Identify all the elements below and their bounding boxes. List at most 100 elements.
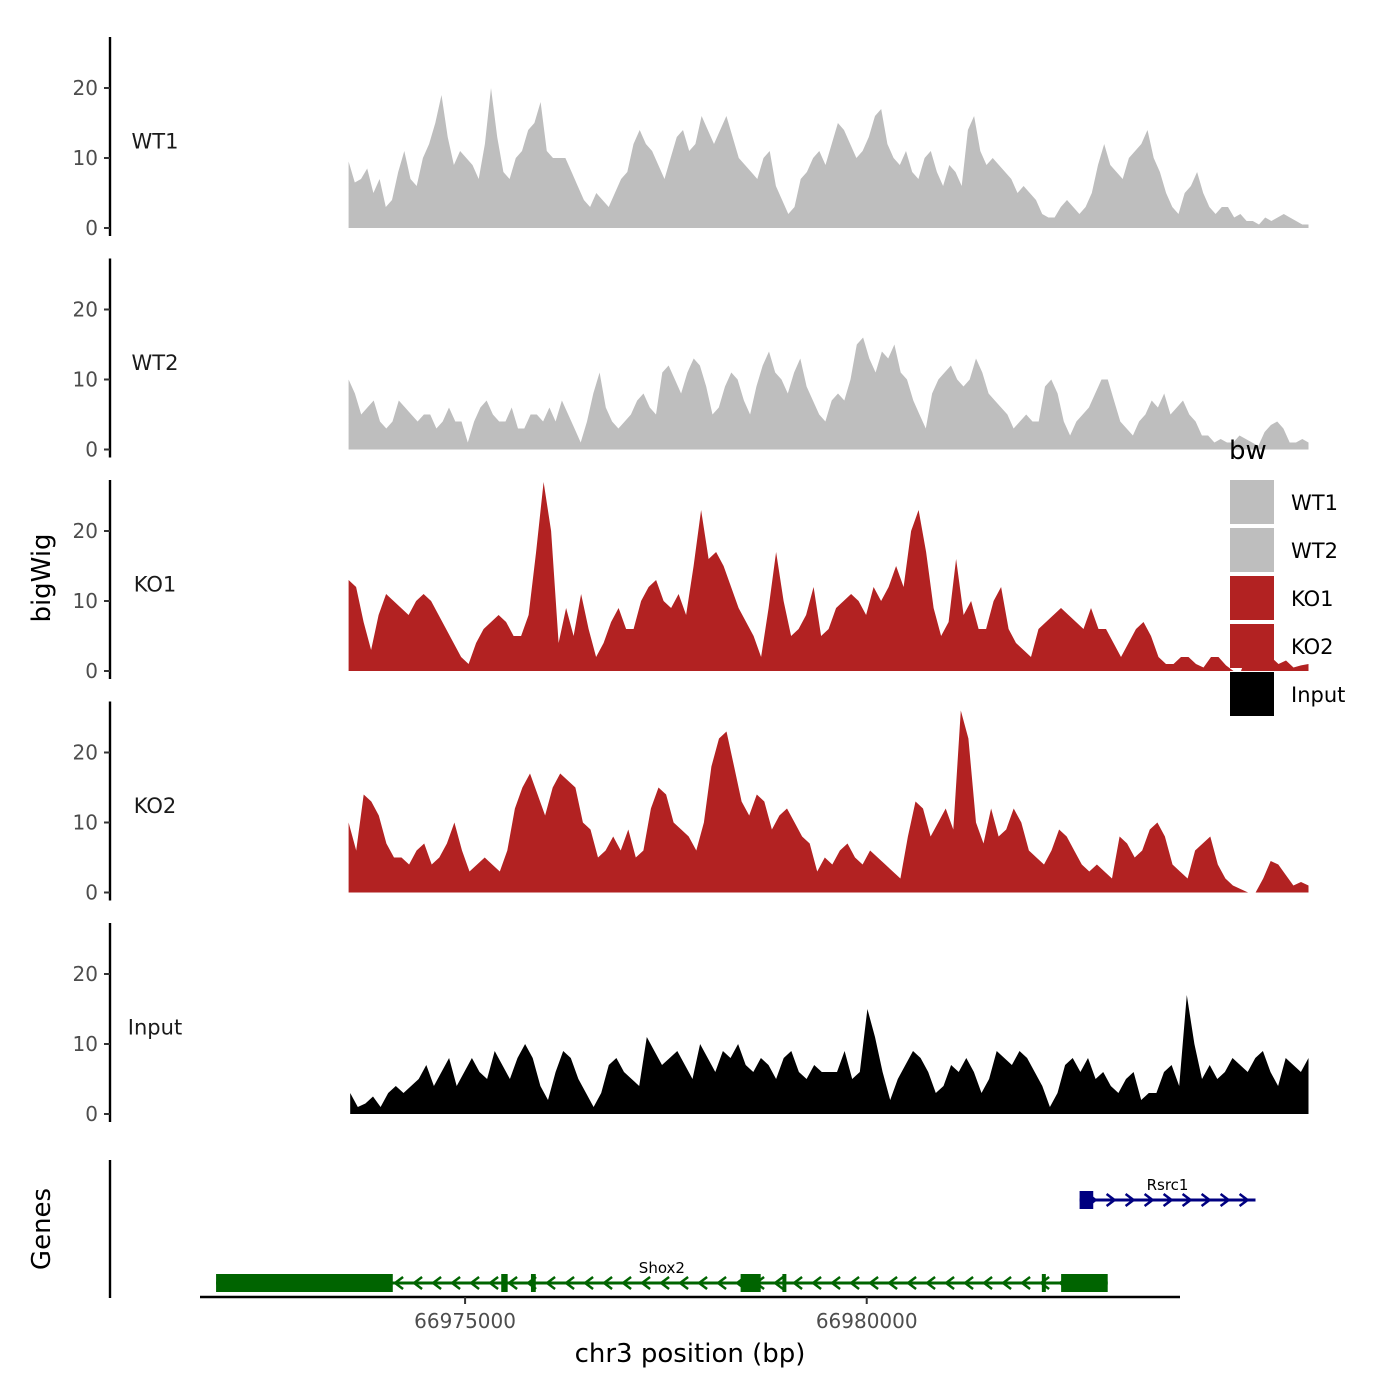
- y-axis-title: bigWig: [27, 533, 57, 622]
- y-tick-label-input-0: 0: [85, 1102, 98, 1126]
- y-tick-label-input-10: 10: [73, 1032, 98, 1056]
- strand-arrow-shox2: [924, 1276, 936, 1290]
- strand-arrow-shox2: [430, 1276, 442, 1290]
- gene-rsrc1: Rsrc1: [1079, 1176, 1256, 1209]
- y-tick-label-wt2-0: 0: [85, 438, 98, 462]
- area-wt1: [348, 88, 1309, 228]
- strand-arrow-shox2: [639, 1276, 651, 1290]
- strand-arrow-rsrc1: [1105, 1193, 1117, 1207]
- strand-arrow-rsrc1: [1162, 1193, 1174, 1207]
- strand-arrow-shox2: [810, 1276, 822, 1290]
- strand-arrow-rsrc1: [1238, 1193, 1250, 1207]
- strand-arrow-shox2: [791, 1276, 803, 1290]
- gene-label-rsrc1: Rsrc1: [1147, 1176, 1189, 1194]
- legend-key-input: [1230, 672, 1274, 716]
- y-tick-label-ko2-10: 10: [73, 811, 98, 835]
- strand-arrow-shox2: [886, 1276, 898, 1290]
- strand-arrow-shox2: [658, 1276, 670, 1290]
- strand-arrow-shox2: [601, 1276, 613, 1290]
- x-tick-label-66975000: 66975000: [414, 1309, 516, 1333]
- strand-arrow-shox2: [449, 1276, 461, 1290]
- strand-arrow-shox2: [715, 1276, 727, 1290]
- exon-shox2-7: [1061, 1274, 1108, 1292]
- strand-arrow-shox2: [620, 1276, 632, 1290]
- x-axis-ticks: 66975000 66980000: [414, 1297, 918, 1333]
- legend-key-ko2: [1230, 624, 1274, 668]
- legend: bw WT1 WT2 KO1 KO2 Input: [1229, 436, 1345, 716]
- legend-label-ko1: KO1: [1291, 587, 1334, 611]
- y-tick-label-input-20: 20: [73, 962, 98, 986]
- gene-shox2: Shox2: [216, 1259, 1108, 1292]
- strand-arrow-shox2: [829, 1276, 841, 1290]
- y-tick-label-wt1-10: 10: [73, 146, 98, 170]
- exon-shox2-2: [501, 1274, 508, 1292]
- track-wt2: 0 10 20 WT2: [73, 258, 1309, 462]
- track-label-wt1: WT1: [132, 130, 179, 154]
- genes-axis-title: Genes: [27, 1188, 57, 1270]
- strand-arrow-rsrc1: [1219, 1193, 1231, 1207]
- y-tick-label-ko2-20: 20: [73, 741, 98, 765]
- exon-rsrc1-1: [1079, 1191, 1094, 1209]
- x-axis-title: chr3 position (bp): [575, 1339, 806, 1369]
- strand-arrow-shox2: [392, 1276, 404, 1290]
- legend-label-input: Input: [1291, 683, 1345, 707]
- strand-arrow-shox2: [1038, 1276, 1050, 1290]
- legend-key-wt2: [1230, 528, 1274, 572]
- track-ko2: 0 10 20 KO2: [73, 701, 1309, 905]
- y-tick-label-ko1-10: 10: [73, 589, 98, 613]
- strand-arrow-rsrc1: [1181, 1193, 1193, 1207]
- y-tick-label-wt1-20: 20: [73, 76, 98, 100]
- strand-arrow-shox2: [943, 1276, 955, 1290]
- legend-key-wt1: [1230, 480, 1274, 524]
- strand-arrow-shox2: [962, 1276, 974, 1290]
- area-input: [350, 995, 1309, 1114]
- area-ko1: [348, 482, 1309, 671]
- strand-arrow-rsrc1: [1200, 1193, 1212, 1207]
- strand-arrow-shox2: [468, 1276, 480, 1290]
- legend-label-wt1: WT1: [1291, 491, 1338, 515]
- strand-arrow-rsrc1: [1124, 1193, 1136, 1207]
- legend-title: bw: [1229, 436, 1267, 466]
- exon-shox2-3: [530, 1274, 536, 1292]
- gene-label-shox2: Shox2: [639, 1259, 685, 1277]
- track-label-ko2: KO2: [134, 794, 177, 818]
- genes-track: Rsrc1 Shox2: [108, 1160, 1256, 1298]
- area-wt2: [348, 337, 1309, 450]
- strand-arrow-shox2: [677, 1276, 689, 1290]
- y-tick-label-wt2-20: 20: [73, 298, 98, 322]
- y-tick-label-ko2-0: 0: [85, 881, 98, 905]
- exon-shox2-6: [1041, 1274, 1046, 1292]
- track-label-ko1: KO1: [134, 573, 177, 597]
- strand-arrow-shox2: [544, 1276, 556, 1290]
- y-tick-label-wt1-0: 0: [85, 216, 98, 240]
- strand-arrow-shox2: [563, 1276, 575, 1290]
- track-wt1: 0 10 20 WT1: [73, 37, 1309, 240]
- strand-arrow-shox2: [411, 1276, 423, 1290]
- exon-shox2-5: [782, 1274, 787, 1292]
- legend-items: WT1 WT2 KO1 KO2 Input: [1230, 480, 1345, 716]
- strand-arrow-shox2: [696, 1276, 708, 1290]
- y-tick-label-wt2-10: 10: [73, 368, 98, 392]
- legend-label-wt2: WT2: [1291, 539, 1338, 563]
- track-label-input: Input: [128, 1016, 182, 1040]
- exon-shox2-1: [216, 1274, 393, 1292]
- y-tick-label-ko1-0: 0: [85, 659, 98, 683]
- exon-shox2-4: [740, 1274, 761, 1292]
- x-tick-label-66980000: 66980000: [816, 1309, 918, 1333]
- strand-arrow-shox2: [848, 1276, 860, 1290]
- strand-arrow-shox2: [981, 1276, 993, 1290]
- track-input: 0 10 20 Input: [73, 923, 1309, 1126]
- strand-arrow-shox2: [487, 1276, 499, 1290]
- tracks-group: 0 10 20 WT1 0 10 20 WT2 0 10 20 KO1 0 10 20 KO2 0 10 20 Inp…: [73, 37, 1309, 1126]
- strand-arrow-shox2: [582, 1276, 594, 1290]
- strand-arrow-shox2: [867, 1276, 879, 1290]
- legend-label-ko2: KO2: [1291, 635, 1334, 659]
- y-tick-label-ko1-20: 20: [73, 519, 98, 543]
- area-ko2: [348, 710, 1309, 893]
- strand-arrow-shox2: [506, 1276, 518, 1290]
- track-label-wt2: WT2: [132, 351, 179, 375]
- strand-arrow-shox2: [905, 1276, 917, 1290]
- strand-arrow-shox2: [1000, 1276, 1012, 1290]
- legend-key-ko1: [1230, 576, 1274, 620]
